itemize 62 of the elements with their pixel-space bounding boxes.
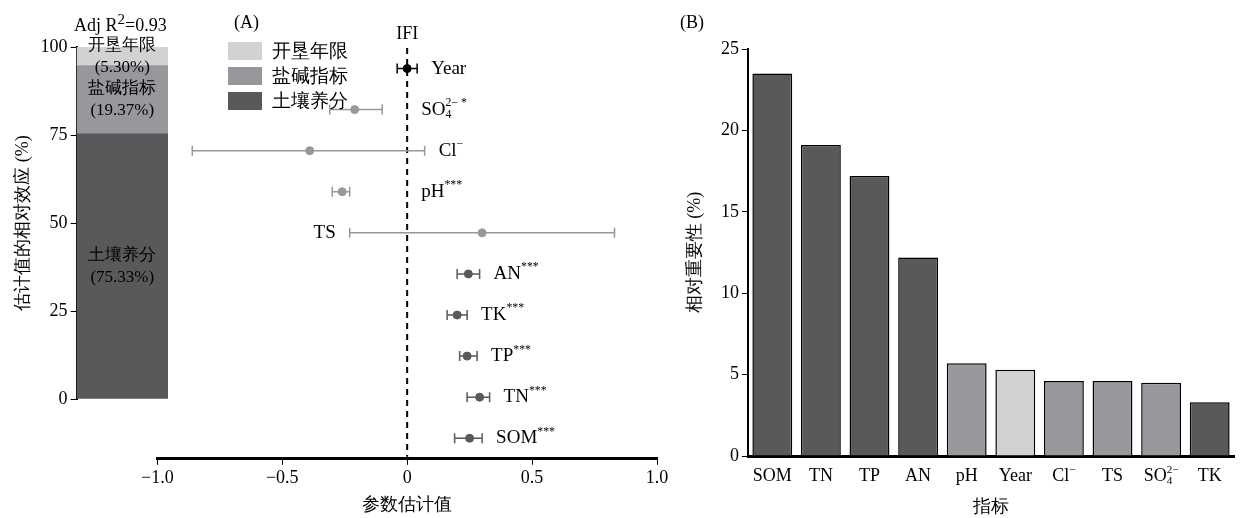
- category-label: TP***: [491, 342, 531, 366]
- point: [305, 146, 315, 156]
- point: [465, 433, 475, 443]
- category-label: SOM***: [496, 424, 555, 448]
- data-label: (75.33%): [90, 266, 155, 286]
- x-axis-title: 指标: [972, 495, 1009, 516]
- y-tick-label: 25: [49, 299, 68, 320]
- point: [462, 351, 472, 361]
- y-tick-label: 75: [49, 123, 68, 144]
- y-tick-label: 25: [721, 37, 739, 58]
- point: [477, 228, 487, 238]
- y-tick-label: 0: [730, 444, 739, 465]
- x-tick-label: pH: [955, 464, 978, 485]
- ref-line-label: IFI: [396, 22, 419, 43]
- chart-title: (A): [234, 12, 259, 33]
- y-tick-label: 15: [721, 200, 739, 221]
- point: [452, 310, 462, 320]
- x-axis-title: 参数估计值: [362, 493, 453, 514]
- bar: [76, 133, 168, 399]
- text: 土壤养分: [88, 244, 157, 264]
- point: [402, 64, 412, 74]
- y-tick-label: 0: [58, 387, 68, 408]
- y-tick-label: 100: [40, 35, 68, 56]
- x-tick-label: TP: [859, 464, 881, 485]
- chart-title: (B): [680, 12, 704, 33]
- text: Adj R$^{2}$=0.93: [74, 10, 167, 36]
- legend-label: 开垦年限: [272, 38, 348, 63]
- y-tick-label: 20: [721, 119, 739, 140]
- x-tick-label: Year: [998, 464, 1032, 485]
- legend-label: 土壤养分: [272, 88, 348, 113]
- x-tick-label: −1.0: [141, 467, 174, 488]
- legend-label: 盐碱指标: [272, 63, 348, 88]
- x-tick-label: AN: [905, 464, 932, 485]
- category-label: TS: [313, 220, 336, 242]
- point: [350, 105, 360, 115]
- text: 盐碱指标: [88, 78, 157, 98]
- x-tick-label: −0.5: [265, 467, 299, 488]
- x-tick-label: 0: [402, 467, 412, 488]
- y-tick-label: 50: [49, 211, 68, 232]
- x-tick-label: TS: [1102, 464, 1124, 485]
- point: [475, 392, 485, 402]
- category-label: Cl−: [438, 137, 464, 160]
- data-label: (5.30%): [94, 56, 150, 76]
- data-label: (19.37%): [90, 100, 155, 120]
- y-tick-label: 10: [721, 281, 739, 302]
- x-tick-label: SOM: [752, 464, 792, 485]
- point: [463, 269, 473, 279]
- category-label: TK***: [481, 301, 525, 324]
- text: 开垦年限: [88, 34, 157, 54]
- category-label: pH***: [421, 178, 463, 201]
- x-tick-label: TK: [1197, 464, 1222, 485]
- x-tick-label: TN: [808, 464, 833, 485]
- point: [337, 187, 347, 197]
- y-tick-label: 5: [730, 363, 739, 384]
- y-axis-title: 估计值的相对效应 (%): [11, 135, 33, 312]
- y-axis-title: 相对重要性 (%): [683, 191, 705, 314]
- category-label: Year: [431, 56, 467, 78]
- category-label: TN***: [503, 383, 547, 407]
- category-label: AN***: [493, 260, 539, 283]
- x-tick-label: 1.0: [645, 467, 669, 488]
- x-tick-label: 0.5: [520, 467, 544, 488]
- x-tick-label: Cl−: [1052, 462, 1076, 485]
